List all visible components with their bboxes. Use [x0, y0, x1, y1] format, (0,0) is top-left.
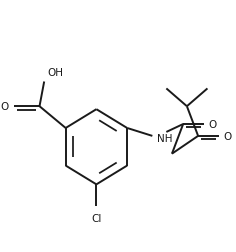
Text: OH: OH [47, 67, 63, 77]
Text: O: O [223, 131, 232, 141]
Text: O: O [208, 119, 217, 130]
Text: Cl: Cl [91, 213, 101, 223]
Text: NH: NH [157, 133, 173, 143]
Text: O: O [0, 102, 9, 112]
